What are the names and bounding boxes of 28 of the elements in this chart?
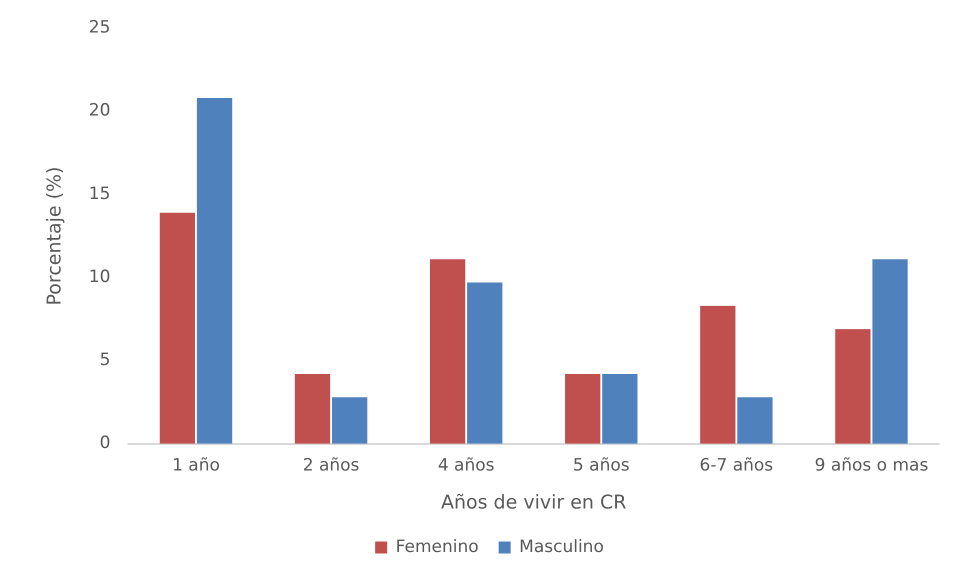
bar bbox=[872, 259, 908, 444]
bar bbox=[430, 259, 466, 444]
bar bbox=[196, 98, 232, 444]
bar bbox=[160, 212, 196, 444]
x-tick-label: 2 años bbox=[302, 455, 360, 476]
x-tick-label: 6-7 años bbox=[700, 455, 774, 476]
y-tick-label: 10 bbox=[88, 266, 110, 287]
y-tick-label: 5 bbox=[100, 350, 110, 370]
bar bbox=[700, 306, 736, 444]
bar bbox=[332, 397, 368, 444]
x-tick-label: 1 año bbox=[172, 455, 220, 476]
y-axis-title: Porcentaje (%) bbox=[43, 166, 66, 306]
y-tick-label: 20 bbox=[88, 100, 110, 121]
y-tick-label: 25 bbox=[88, 18, 110, 38]
legend-label: Femenino bbox=[396, 536, 479, 557]
bar bbox=[467, 282, 502, 444]
y-tick-label: 15 bbox=[88, 184, 110, 204]
x-tick-label: 4 años bbox=[438, 455, 495, 476]
y-tick-label: 0 bbox=[100, 433, 110, 454]
bar bbox=[565, 374, 600, 444]
x-tick-label: 9 años o mas bbox=[814, 455, 928, 476]
x-axis-title: Años de vivir en CR bbox=[440, 492, 626, 514]
legend-label: Masculino bbox=[519, 536, 604, 557]
bar bbox=[737, 397, 773, 444]
bar bbox=[835, 329, 871, 444]
bar bbox=[294, 374, 330, 444]
bar bbox=[602, 374, 638, 444]
x-tick-label: 5 años bbox=[572, 455, 630, 476]
